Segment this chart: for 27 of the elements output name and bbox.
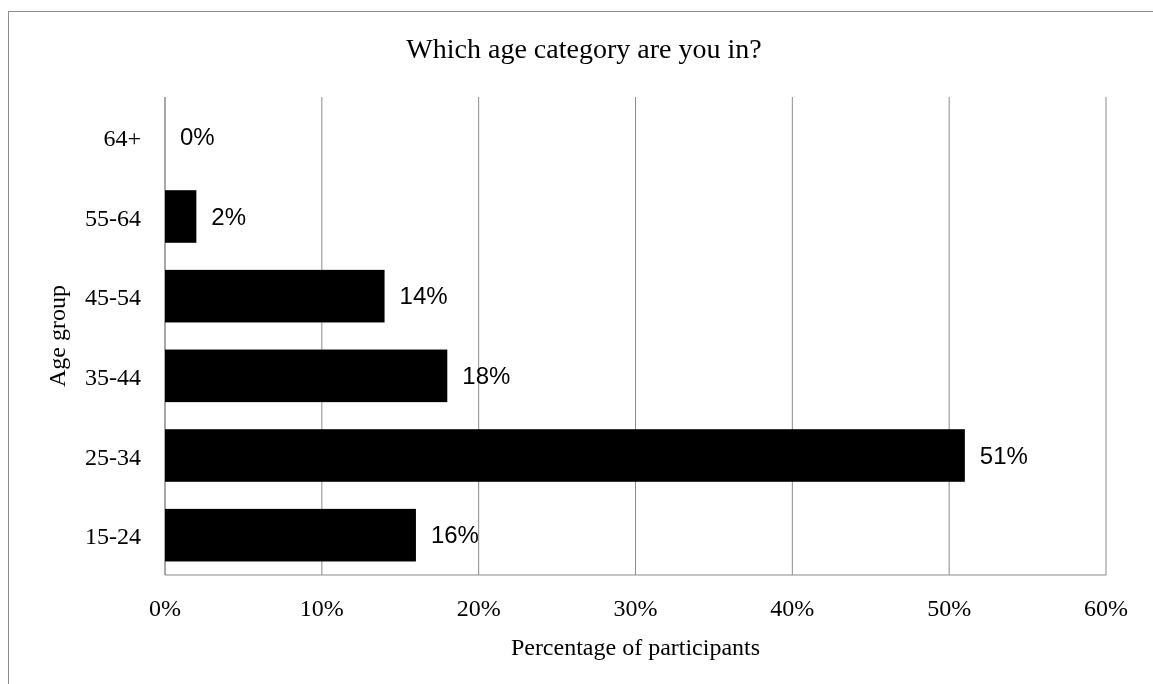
data-label: 51% [979, 441, 1028, 469]
bar [165, 429, 965, 482]
data-label: 0% [180, 122, 215, 150]
bar [165, 349, 448, 403]
x-tick-label: 60% [1084, 595, 1128, 621]
bar [165, 269, 385, 323]
y-tick-label: 15-24 [85, 523, 141, 550]
y-tick-label: 35-44 [85, 363, 141, 390]
x-tick-label: 10% [299, 595, 344, 621]
x-tick-label: 30% [613, 595, 658, 621]
bar [165, 508, 416, 562]
y-tick-label: 25-34 [85, 443, 141, 470]
y-tick-label: 55-64 [85, 204, 141, 231]
x-tick-label: 40% [770, 595, 815, 621]
y-tick-label: 64+ [103, 124, 141, 151]
x-tick-label: 0% [149, 595, 181, 621]
data-label: 16% [430, 521, 479, 549]
data-label: 2% [211, 202, 247, 230]
x-axis-title: Percentage of participants [510, 634, 761, 660]
y-tick-label: 45-54 [85, 284, 141, 311]
x-tick-label: 50% [927, 595, 972, 621]
data-label: 18% [462, 361, 511, 389]
chart-title: Which age category are you in? [406, 33, 762, 64]
data-label: 14% [399, 282, 448, 310]
bar [165, 190, 197, 243]
x-tick-label: 20% [456, 595, 501, 621]
y-axis-title: Age group [44, 285, 70, 387]
